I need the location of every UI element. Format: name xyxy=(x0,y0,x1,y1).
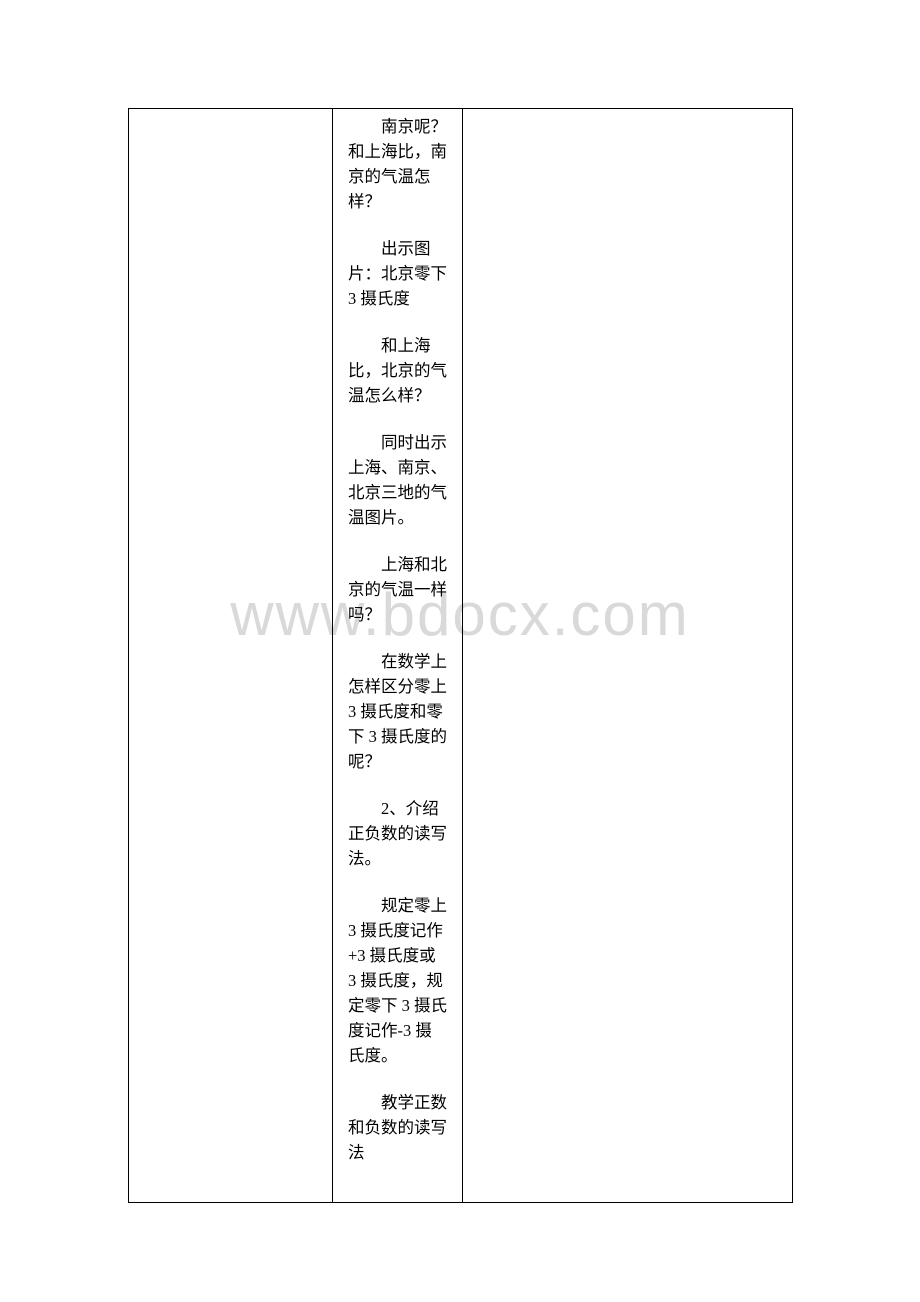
cell-3-content xyxy=(464,110,791,118)
paragraph: 出示图片：北京零下 3 摄氏度 xyxy=(348,236,447,311)
table-cell-3 xyxy=(463,109,793,1203)
cell-1-content xyxy=(130,110,331,118)
paragraph: 上海和北京的气温一样吗？ xyxy=(348,552,447,627)
paragraph: 同时出示上海、南京、北京三地的气温图片。 xyxy=(348,430,447,530)
paragraph: 2、介绍正负数的读写法。 xyxy=(348,796,447,871)
table-row: 南京呢？和上海比，南京的气温怎样？ 出示图片：北京零下 3 摄氏度 和上海比，北… xyxy=(129,109,793,1203)
page: www.bdocx.com 南京呢？和上海比，南京的气温怎样？ 出示图片：北京零… xyxy=(0,0,920,1302)
paragraph: 在数学上怎样区分零上 3 摄氏度和零下 3 摄氏度的呢？ xyxy=(348,649,447,774)
table-cell-2: 南京呢？和上海比，南京的气温怎样？ 出示图片：北京零下 3 摄氏度 和上海比，北… xyxy=(333,109,463,1203)
paragraph: 和上海比，北京的气温怎么样？ xyxy=(348,333,447,408)
paragraph: 南京呢？和上海比，南京的气温怎样？ xyxy=(348,114,447,214)
document-table: 南京呢？和上海比，南京的气温怎样？ 出示图片：北京零下 3 摄氏度 和上海比，北… xyxy=(128,108,793,1203)
paragraph: 教学正数和负数的读写法 xyxy=(348,1090,447,1165)
table-cell-1 xyxy=(129,109,333,1203)
cell-2-content: 南京呢？和上海比，南京的气温怎样？ 出示图片：北京零下 3 摄氏度 和上海比，北… xyxy=(334,110,461,1169)
paragraph: 规定零上 3 摄氏度记作+3 摄氏度或 3 摄氏度，规定零下 3 摄氏度记作-3… xyxy=(348,893,447,1068)
